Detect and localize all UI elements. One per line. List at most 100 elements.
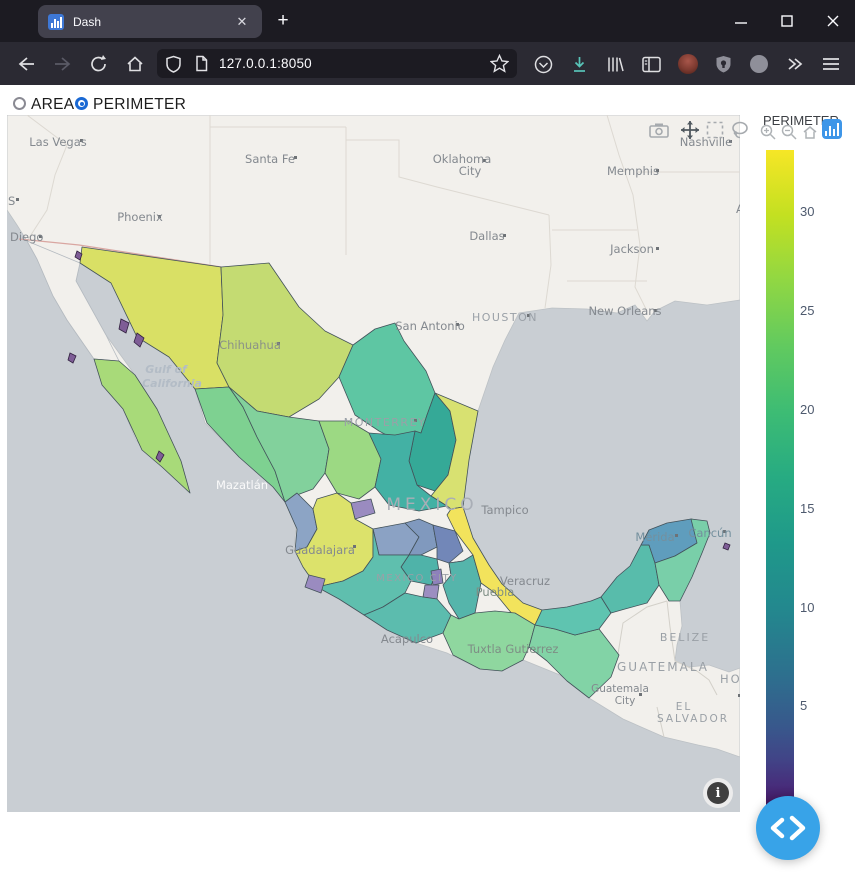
- library-icon[interactable]: [601, 50, 629, 78]
- home-icon[interactable]: [121, 50, 149, 78]
- window-maximize-button[interactable]: [774, 8, 800, 34]
- state-san-luis-potosi[interactable]: [368, 430, 448, 512]
- colorbar-tick-30: 30: [800, 204, 815, 219]
- us-mexico-border: [18, 238, 222, 268]
- label-acapulco: Acapulco: [381, 632, 433, 646]
- colorbar-gradient: [766, 150, 794, 805]
- modebar-box-select-button[interactable]: [704, 121, 726, 139]
- plotly-logo-icon[interactable]: [822, 119, 842, 139]
- label-honduras-clipped: HON: [720, 672, 740, 686]
- downloads-icon[interactable]: [565, 50, 593, 78]
- label-gulf-of: Gulf of: [145, 363, 188, 376]
- label-mexico-country: MEXICO: [386, 495, 477, 515]
- label-santa-fe: Santa Fe: [245, 152, 295, 166]
- label-merida: Mérida: [635, 530, 674, 544]
- radio-perimeter[interactable]: [75, 97, 88, 110]
- label-tuxtla-gutierrez: Tuxtla Gutierrez: [467, 642, 559, 656]
- dash-debug-menu-button[interactable]: [756, 796, 820, 860]
- map-labels: Las Vegas Santa Fe Oklahoma City Nashvil…: [8, 135, 740, 725]
- label-puebla: Puebla: [476, 585, 515, 599]
- state-morelos[interactable]: [422, 584, 440, 600]
- label-guatemala: GUATEMALA: [617, 660, 709, 674]
- label-chihuahua: Chihuahua: [219, 338, 281, 352]
- shield-icon[interactable]: [165, 55, 182, 73]
- info-icon: i: [707, 782, 729, 804]
- browser-tab[interactable]: Dash ✕: [38, 5, 262, 38]
- us-state-borders: [26, 115, 740, 312]
- modebar-zoom-out-button[interactable]: [778, 123, 800, 141]
- radio-area-label[interactable]: AREA: [31, 96, 75, 113]
- modebar-pan-button[interactable]: [679, 121, 701, 139]
- colorbar-tick-15: 15: [800, 501, 815, 516]
- title-bar: Dash ✕ +: [0, 0, 855, 42]
- modebar-camera-button[interactable]: [648, 121, 670, 139]
- state-mexico-city[interactable]: [430, 568, 444, 586]
- back-arrow-icon[interactable]: [12, 50, 40, 78]
- page-info-icon[interactable]: [194, 55, 209, 72]
- state-baja-california-sur[interactable]: [93, 358, 191, 494]
- label-las-vegas: Las Vegas: [29, 135, 87, 149]
- reload-icon[interactable]: [85, 50, 113, 78]
- choropleth-map[interactable]: Las Vegas Santa Fe Oklahoma City Nashvil…: [7, 115, 740, 812]
- colorbar-tick-5: 5: [800, 698, 808, 713]
- menu-hamburger-icon[interactable]: [817, 50, 845, 78]
- tab-close-icon[interactable]: ✕: [236, 13, 248, 29]
- label-veracruz: Veracruz: [500, 574, 550, 588]
- new-tab-button[interactable]: +: [277, 10, 289, 31]
- map-attribution-button[interactable]: i: [703, 778, 733, 808]
- state-quintana-roo[interactable]: [654, 518, 711, 602]
- url-bar[interactable]: 127.0.0.1:8050: [157, 49, 517, 78]
- window-close-button[interactable]: [820, 8, 846, 34]
- label-cancun: Cancún: [688, 526, 731, 540]
- label-oklahoma: Oklahoma: [433, 152, 492, 166]
- code-chevrons-icon: [770, 815, 806, 841]
- state-durango[interactable]: [228, 386, 330, 503]
- label-monterrey: MONTERREY: [344, 416, 427, 429]
- choropleth-states: [79, 246, 711, 699]
- label-san-antonio: San Antonio: [395, 319, 465, 333]
- extension-circle-icon[interactable]: [745, 50, 773, 78]
- label-diego: Diego: [10, 230, 43, 244]
- label-new-orleans: New Orleans: [588, 304, 661, 318]
- extension-shield-icon[interactable]: [709, 50, 737, 78]
- account-avatar[interactable]: [674, 50, 702, 78]
- colorbar-tick-20: 20: [800, 402, 815, 417]
- label-guatemala-city-2: City: [615, 695, 636, 707]
- modebar-zoom-in-button[interactable]: [757, 123, 779, 141]
- state-queretaro[interactable]: [404, 518, 438, 556]
- label-phoenix: Phoenix: [117, 210, 163, 224]
- label-el-salvador-1: EL: [676, 701, 692, 713]
- label-s-clipped: S: [8, 194, 15, 208]
- label-guadalajara: Guadalajara: [285, 543, 355, 557]
- label-oklahoma-city: City: [459, 164, 482, 178]
- page-content: AREA PERIMETER: [0, 85, 855, 873]
- radio-perimeter-label[interactable]: PERIMETER: [93, 96, 187, 113]
- modebar-reset-view-button[interactable]: [799, 123, 821, 141]
- label-mexico-city: MEXICO CITY: [376, 573, 457, 584]
- state-zacatecas[interactable]: [318, 420, 382, 500]
- state-colima[interactable]: [304, 574, 326, 594]
- label-nashville: Nashville: [680, 135, 732, 149]
- radio-area[interactable]: [13, 97, 26, 110]
- state-guerrero[interactable]: [363, 592, 452, 644]
- city-dots: [16, 139, 740, 697]
- state-chihuahua[interactable]: [216, 262, 354, 418]
- window-minimize-button[interactable]: [728, 8, 754, 34]
- pocket-icon[interactable]: [529, 50, 557, 78]
- label-belize: BELIZE: [660, 631, 710, 644]
- label-mazatlan: Mazatlán: [216, 478, 268, 492]
- colorbar-tick-10: 10: [800, 600, 815, 615]
- colorbar-title: PERIMETER: [763, 113, 839, 128]
- label-dallas: Dallas: [469, 229, 504, 243]
- bookmark-star-icon[interactable]: [490, 54, 509, 73]
- label-atlanta-clipped: A: [736, 202, 740, 216]
- forward-arrow-icon[interactable]: [49, 50, 77, 78]
- label-jackson: Jackson: [609, 242, 654, 256]
- modebar-lasso-select-button[interactable]: [729, 121, 751, 139]
- tab-title: Dash: [73, 14, 102, 29]
- overflow-chevrons-icon[interactable]: [781, 50, 809, 78]
- url-text[interactable]: 127.0.0.1:8050: [219, 56, 312, 71]
- label-memphis: Memphis: [607, 164, 659, 178]
- sidebar-toggle-icon[interactable]: [637, 50, 665, 78]
